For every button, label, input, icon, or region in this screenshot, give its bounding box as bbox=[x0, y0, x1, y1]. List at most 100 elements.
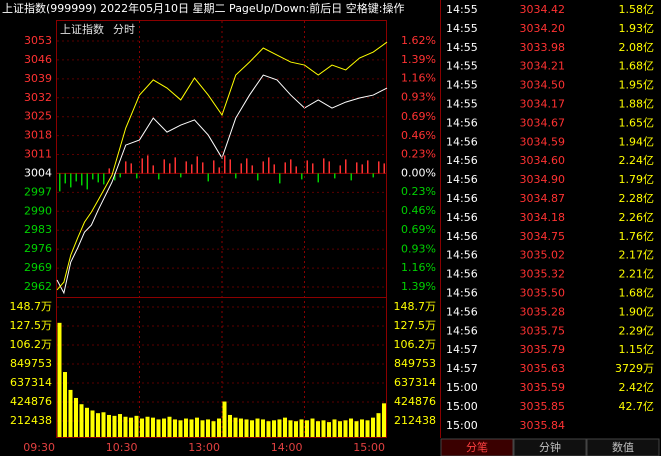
y2-tick-label: 424876 bbox=[394, 395, 436, 408]
volume-bar bbox=[354, 421, 359, 437]
y2-tick-label: 148.7万 bbox=[394, 300, 437, 313]
volume-bar bbox=[68, 389, 73, 437]
y-tick-label: 212438 bbox=[10, 414, 52, 427]
volume-bar bbox=[327, 422, 331, 437]
y2-tick-label: 0.46% bbox=[401, 129, 436, 142]
tick-amount: 1.68亿 bbox=[619, 287, 655, 300]
y-tick-label: 2976 bbox=[24, 242, 52, 255]
volume-bar bbox=[349, 418, 353, 437]
volume-bar bbox=[365, 420, 370, 437]
volume-bar bbox=[332, 419, 337, 437]
tick-time: 14:57 bbox=[446, 362, 478, 375]
plot-frame bbox=[56, 20, 387, 438]
tick-price: 3034.42 bbox=[520, 3, 566, 16]
volume-bar bbox=[239, 418, 243, 437]
tick-price: 3035.85 bbox=[520, 400, 566, 413]
tick-price: 3035.32 bbox=[520, 268, 566, 281]
y2-tick-label: 1.16% bbox=[401, 261, 436, 274]
volume-bar bbox=[371, 417, 375, 437]
y-tick-label: 2997 bbox=[24, 185, 52, 198]
tick-time: 14:55 bbox=[446, 79, 478, 92]
y2-tick-label: 1.39% bbox=[401, 53, 436, 66]
tick-time: 14:56 bbox=[446, 154, 478, 167]
y-tick-label: 3032 bbox=[24, 91, 52, 104]
volume-bar bbox=[57, 322, 62, 437]
volume-bar bbox=[310, 418, 315, 437]
tick-price: 3035.28 bbox=[520, 305, 566, 318]
y-tick-label: 2983 bbox=[24, 223, 52, 236]
tab-label[interactable]: 分钟 bbox=[539, 440, 561, 454]
volume-bar bbox=[134, 415, 139, 437]
volume-bar bbox=[338, 421, 342, 437]
volume-bar bbox=[101, 412, 106, 437]
volume-bar bbox=[206, 419, 210, 437]
tick-price: 3035.59 bbox=[520, 381, 566, 394]
tick-price: 3034.59 bbox=[520, 135, 566, 148]
tab[interactable] bbox=[513, 438, 587, 456]
volume-bar bbox=[167, 416, 172, 437]
volume-bar bbox=[74, 397, 78, 437]
volume-bar bbox=[123, 416, 128, 437]
tab[interactable] bbox=[440, 438, 514, 456]
tick-price: 3034.90 bbox=[520, 173, 566, 186]
volume-bar bbox=[305, 420, 309, 437]
volume-bar bbox=[118, 414, 122, 437]
header-title: 上证指数(999999) 2022年05月10日 星期二 PageUp/Down… bbox=[2, 1, 405, 15]
volume-bar bbox=[255, 418, 260, 437]
tick-time: 14:55 bbox=[446, 98, 478, 111]
y-tick-label: 3004 bbox=[24, 166, 52, 179]
volume-bar bbox=[145, 416, 150, 437]
y2-tick-label: 0.69% bbox=[401, 110, 436, 123]
tick-amount: 42.7亿 bbox=[619, 400, 655, 413]
volume-bar bbox=[250, 420, 254, 437]
y2-tick-label: 106.2万 bbox=[394, 338, 437, 351]
tab-label[interactable]: 数值 bbox=[612, 441, 634, 454]
volume-bar bbox=[211, 421, 216, 437]
tick-time: 14:56 bbox=[446, 249, 478, 262]
volume-bar bbox=[189, 419, 194, 437]
y2-tick-label: 1.62% bbox=[401, 34, 436, 47]
volume-bar bbox=[90, 410, 95, 437]
tick-time: 14:56 bbox=[446, 135, 478, 148]
y2-tick-label: 637314 bbox=[394, 376, 436, 389]
y-tick-label: 3018 bbox=[24, 129, 52, 142]
y-tick-label: 3011 bbox=[24, 148, 52, 161]
y-tick-label: 2969 bbox=[24, 261, 52, 274]
tick-time: 14:57 bbox=[446, 343, 478, 356]
tick-amount: 2.08亿 bbox=[619, 41, 655, 54]
volume-bar bbox=[244, 419, 249, 437]
volume-bar bbox=[107, 414, 111, 437]
y-tick-label: 424876 bbox=[10, 395, 52, 408]
volume-bar bbox=[178, 420, 183, 437]
tick-price: 3034.18 bbox=[520, 211, 566, 224]
y2-tick-label: 0.00% bbox=[401, 166, 436, 179]
tick-amount: 1.65亿 bbox=[619, 116, 655, 129]
volume-bar bbox=[261, 419, 265, 437]
y-tick-label: 2962 bbox=[24, 280, 52, 293]
tick-price: 3035.79 bbox=[520, 343, 566, 356]
tick-time: 14:55 bbox=[446, 60, 478, 73]
tick-price: 3034.50 bbox=[520, 79, 566, 92]
tick-amount: 2.24亿 bbox=[619, 154, 655, 167]
y2-tick-label: 212438 bbox=[394, 414, 436, 427]
y2-tick-label: 0.69% bbox=[401, 223, 436, 236]
y2-tick-label: 1.39% bbox=[401, 280, 436, 293]
tick-time: 15:00 bbox=[446, 419, 478, 432]
y-tick-label: 127.5万 bbox=[10, 319, 53, 332]
tab[interactable] bbox=[586, 438, 660, 456]
volume-bar bbox=[96, 413, 100, 437]
x-tick-label: 15:00 bbox=[353, 441, 385, 454]
tick-price: 3034.67 bbox=[520, 116, 566, 129]
volume-bar bbox=[272, 420, 276, 437]
x-tick-label: 09:30 bbox=[23, 441, 55, 454]
tick-price: 3033.98 bbox=[520, 41, 566, 54]
tick-price: 3034.60 bbox=[520, 154, 566, 167]
volume-bar bbox=[277, 419, 282, 437]
tab-label[interactable]: 分笔 bbox=[466, 440, 488, 454]
x-tick-label: 14:00 bbox=[271, 441, 303, 454]
tick-amount: 2.17亿 bbox=[619, 249, 655, 262]
x-tick-label: 10:30 bbox=[106, 441, 138, 454]
tick-time: 14:56 bbox=[446, 230, 478, 243]
volume-bar bbox=[140, 418, 144, 437]
